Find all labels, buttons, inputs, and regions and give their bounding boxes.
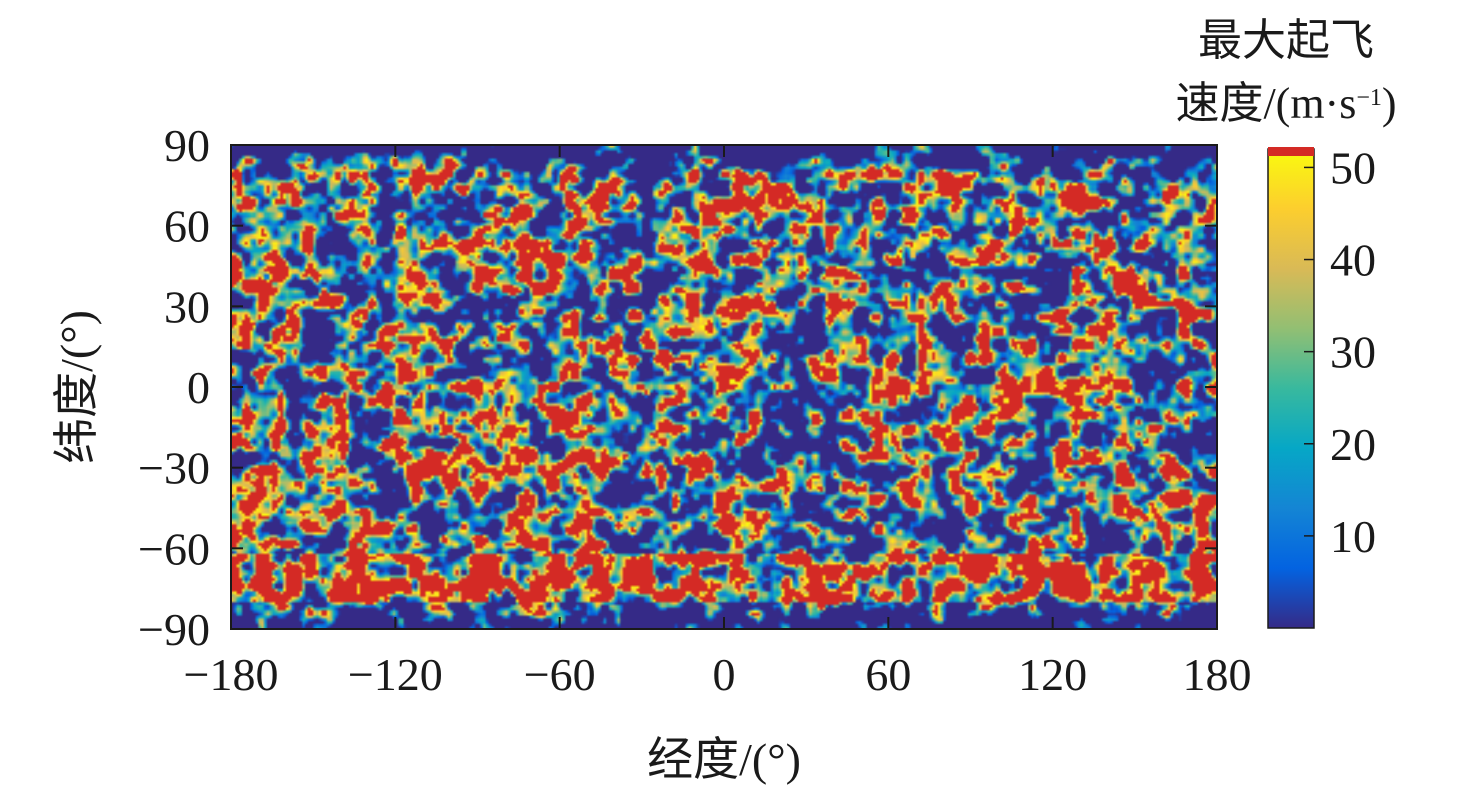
colorbar-tick-label: 10 (1330, 511, 1376, 562)
y-tick-label: 90 (164, 120, 210, 171)
colorbar-title-line2: 速度/(m·s−1) (1175, 79, 1396, 128)
x-tick-label: −180 (184, 649, 279, 700)
x-tick-label: 120 (1018, 649, 1087, 700)
colorbar-tick-label: 30 (1330, 327, 1376, 378)
colorbar-title-sup: −1 (1356, 85, 1382, 111)
x-tick-label: −120 (348, 649, 443, 700)
x-tick-label: 60 (865, 649, 911, 700)
y-tick-label: −90 (138, 604, 210, 655)
colorbar: 50 40 30 20 10 最大起飞 速度/(m·s−1) (1175, 16, 1397, 629)
x-axis-label: 经度/(°) (647, 734, 801, 785)
colorbar-title-line1: 最大起飞 (1198, 16, 1374, 65)
colorbar-ticks: 50 40 30 20 10 (1304, 142, 1376, 562)
colorbar-tick-label: 40 (1330, 235, 1376, 286)
colorbar-saturated-band (1268, 147, 1314, 156)
y-axis-ticks: 90 60 30 0 −30 −60 −90 (138, 120, 1217, 655)
heatmap-image (231, 145, 1217, 629)
colorbar-tick-label: 50 (1330, 142, 1376, 193)
colorbar-title-close: ) (1382, 79, 1397, 128)
x-axis-ticks: −180 −120 −60 0 60 120 180 (184, 145, 1252, 700)
y-tick-label: 60 (164, 201, 210, 252)
x-tick-label: 0 (713, 649, 736, 700)
y-tick-label: −60 (138, 523, 210, 574)
colorbar-tick-label: 20 (1330, 419, 1376, 470)
colorbar-title-main: 速度/(m·s (1175, 79, 1356, 128)
y-tick-label: 30 (164, 281, 210, 332)
y-tick-label: 0 (187, 362, 210, 413)
y-tick-label: −30 (138, 443, 210, 494)
heatmap-field (231, 145, 1217, 629)
x-tick-label: 180 (1183, 649, 1252, 700)
colorbar-bar (1267, 148, 1315, 629)
y-axis-label: 纬度/(°) (51, 310, 102, 464)
x-tick-label: −60 (524, 649, 596, 700)
